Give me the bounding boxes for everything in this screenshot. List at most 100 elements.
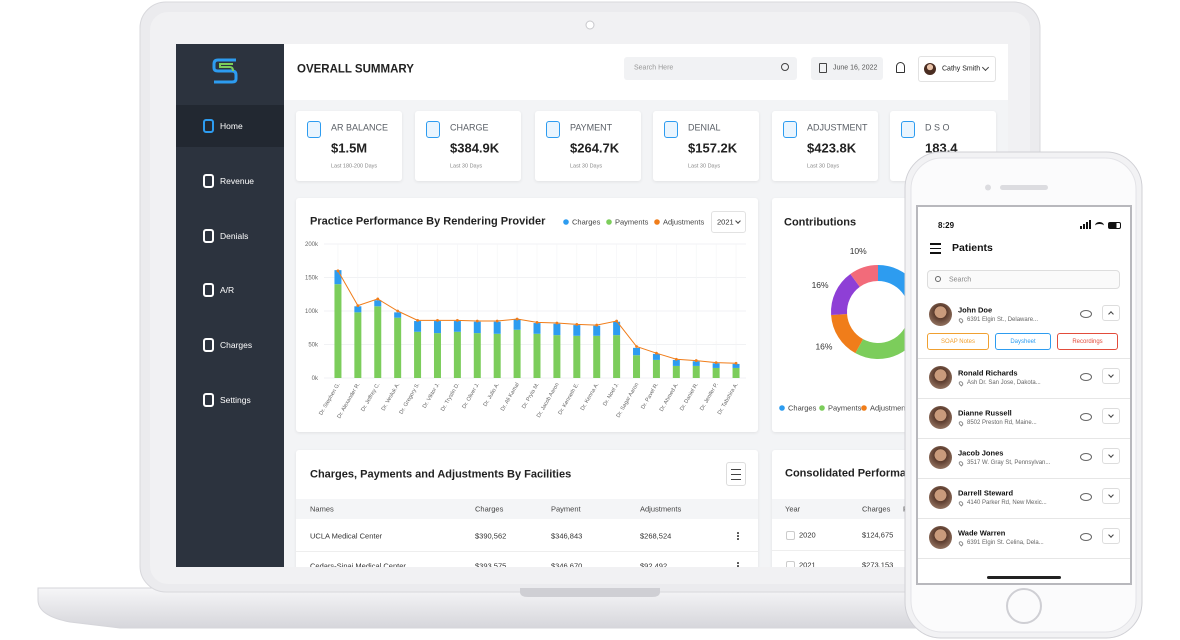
bar-segment xyxy=(493,321,501,334)
table-title: Charges, Payments and Adjustments By Fac… xyxy=(310,468,572,481)
bar-segment xyxy=(394,312,402,318)
nav-item[interactable]: Home xyxy=(220,120,243,131)
row-menu-dot[interactable] xyxy=(737,538,739,540)
view-icon[interactable] xyxy=(1080,309,1092,318)
bar-segment xyxy=(473,321,481,334)
kpi-icon xyxy=(546,121,560,138)
legend-dot xyxy=(654,219,660,225)
year-select[interactable] xyxy=(711,211,746,233)
kpi-value: $1.5M xyxy=(331,140,368,156)
kpi-icon xyxy=(783,121,797,138)
home-button[interactable] xyxy=(1006,588,1042,624)
bar-segment xyxy=(633,347,641,356)
nav-item[interactable]: Denials xyxy=(220,230,249,241)
action-label: Daysheet xyxy=(1010,338,1036,345)
filter-button[interactable] xyxy=(726,462,746,486)
row-checkbox[interactable] xyxy=(786,560,795,567)
expand-button[interactable] xyxy=(1102,368,1120,384)
patient-name[interactable]: John Doe xyxy=(958,305,993,315)
nav-icon xyxy=(203,393,214,407)
row-divider xyxy=(918,398,1130,399)
expand-button[interactable] xyxy=(1102,448,1120,464)
nav-item[interactable]: A/R xyxy=(220,284,235,295)
patient-name[interactable]: Jacob Jones xyxy=(958,448,1004,458)
bar-segment xyxy=(513,319,521,330)
patient-name[interactable]: Wade Warren xyxy=(958,528,1006,538)
view-icon[interactable] xyxy=(1080,532,1092,541)
row-menu-dot[interactable] xyxy=(737,532,739,534)
expand-button[interactable] xyxy=(1102,408,1120,424)
action-button[interactable] xyxy=(1057,333,1118,350)
y-tick-label: 50k xyxy=(308,343,319,349)
year: 2021 xyxy=(717,217,734,227)
patient-name[interactable]: Dianne Russell xyxy=(958,408,1012,418)
view-icon[interactable] xyxy=(1080,452,1092,461)
line-point xyxy=(336,269,340,273)
expand-button[interactable] xyxy=(1102,305,1120,321)
kpi-icon xyxy=(664,121,678,138)
status-time: 8:29 xyxy=(938,221,955,230)
view-icon[interactable] xyxy=(1080,492,1092,501)
line-point xyxy=(535,320,539,324)
bar-segment xyxy=(692,365,700,378)
nav-item[interactable]: Revenue xyxy=(220,175,255,186)
nav-item[interactable]: Settings xyxy=(220,394,251,405)
y-tick-label: 100k xyxy=(305,309,319,315)
patient-name[interactable]: Ronald Richards xyxy=(958,368,1018,378)
bar-segment xyxy=(374,306,382,378)
view-icon[interactable] xyxy=(1080,372,1092,381)
kpi-label: PAYMENT xyxy=(570,122,613,133)
expand-button[interactable] xyxy=(1102,528,1120,544)
user-avatar xyxy=(924,63,936,75)
row-checkbox[interactable] xyxy=(786,530,795,540)
row-menu-dot[interactable] xyxy=(737,565,739,567)
kpi-icon xyxy=(426,121,440,138)
bell-icon[interactable] xyxy=(896,62,905,73)
patient-address: 8502 Preston Rd, Maine... xyxy=(967,420,1037,426)
table-cell: $124,675 xyxy=(862,530,894,540)
date-box[interactable] xyxy=(811,57,883,80)
bar-segment xyxy=(414,321,422,332)
nav-item[interactable]: Charges xyxy=(220,339,253,350)
menu-line[interactable] xyxy=(930,247,941,249)
patient-avatar xyxy=(929,406,952,429)
line-point xyxy=(734,361,738,365)
action-label: Recordings xyxy=(1072,338,1103,345)
bar-segment xyxy=(334,270,342,285)
bar-segment xyxy=(672,365,680,378)
legend-label: Adjustments xyxy=(663,218,705,227)
table-cell: $346,670 xyxy=(551,561,583,571)
menu-line[interactable] xyxy=(930,252,941,254)
signal-bar xyxy=(1089,220,1091,229)
patient-name[interactable]: Darrell Steward xyxy=(958,488,1014,498)
search-box[interactable] xyxy=(624,57,797,80)
line-point xyxy=(515,317,519,321)
view-icon[interactable] xyxy=(1080,412,1092,421)
menu-line[interactable] xyxy=(930,243,941,245)
search-icon xyxy=(781,63,789,71)
y-tick-label: 0k xyxy=(312,376,319,382)
chart-card xyxy=(296,198,758,432)
bar-segment xyxy=(573,325,581,336)
action-button[interactable] xyxy=(927,333,989,350)
chart-title: Practice Performance By Rendering Provid… xyxy=(310,215,546,228)
y-tick-label: 150k xyxy=(305,276,319,282)
kpi-label: D S O xyxy=(925,122,950,133)
search-placeholder: Search Here xyxy=(634,64,674,72)
row-divider xyxy=(918,438,1130,439)
row-menu-dot[interactable] xyxy=(737,535,739,537)
bar-segment xyxy=(652,353,660,360)
speaker xyxy=(1000,185,1048,190)
filter-line xyxy=(731,469,741,471)
user-name: Cathy Smith xyxy=(942,65,981,73)
y-tick-label: 200k xyxy=(305,242,319,248)
wifi-icon xyxy=(1095,222,1104,229)
expand-button[interactable] xyxy=(1102,488,1120,504)
row-menu-dot[interactable] xyxy=(737,562,739,564)
phone-search[interactable] xyxy=(927,270,1120,289)
action-button[interactable] xyxy=(995,333,1051,350)
table-cell: $393,575 xyxy=(475,561,507,571)
bar-segment xyxy=(533,333,541,378)
patient-address: 6391 Elgin St., Delaware... xyxy=(967,317,1039,323)
legend-label: Adjustments xyxy=(870,404,912,413)
